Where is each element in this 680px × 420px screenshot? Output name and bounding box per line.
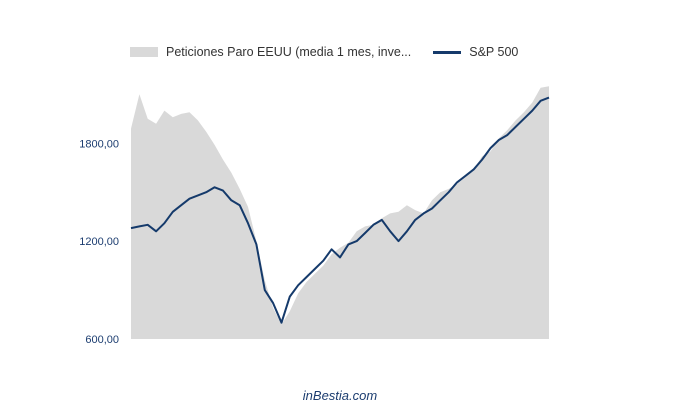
y-tick-label: 600,00 xyxy=(85,334,119,346)
sp500-line xyxy=(130,96,550,324)
line-series-layer xyxy=(130,96,550,324)
legend-label-line: S&P 500 xyxy=(469,45,519,59)
legend-swatch-area xyxy=(130,47,158,57)
legend-item-area[interactable]: Peticiones Paro EEUU (media 1 mes, inve.… xyxy=(130,45,411,59)
area-series-layer xyxy=(131,86,549,339)
watermark-text: inBestia.com xyxy=(302,388,378,403)
y-tick-label: 1800,00 xyxy=(79,138,119,150)
y-axis-ticks: 600,00 1200,00 1800,00 xyxy=(79,138,119,346)
y-tick-label: 1200,00 xyxy=(79,236,119,248)
legend-item-line[interactable]: S&P 500 xyxy=(433,45,518,59)
legend-label-area: Peticiones Paro EEUU (media 1 mes, inve.… xyxy=(166,45,412,59)
area-series-fill xyxy=(131,86,549,339)
chart-legend: Peticiones Paro EEUU (media 1 mes, inve.… xyxy=(130,42,540,62)
legend-swatch-line xyxy=(433,50,462,54)
